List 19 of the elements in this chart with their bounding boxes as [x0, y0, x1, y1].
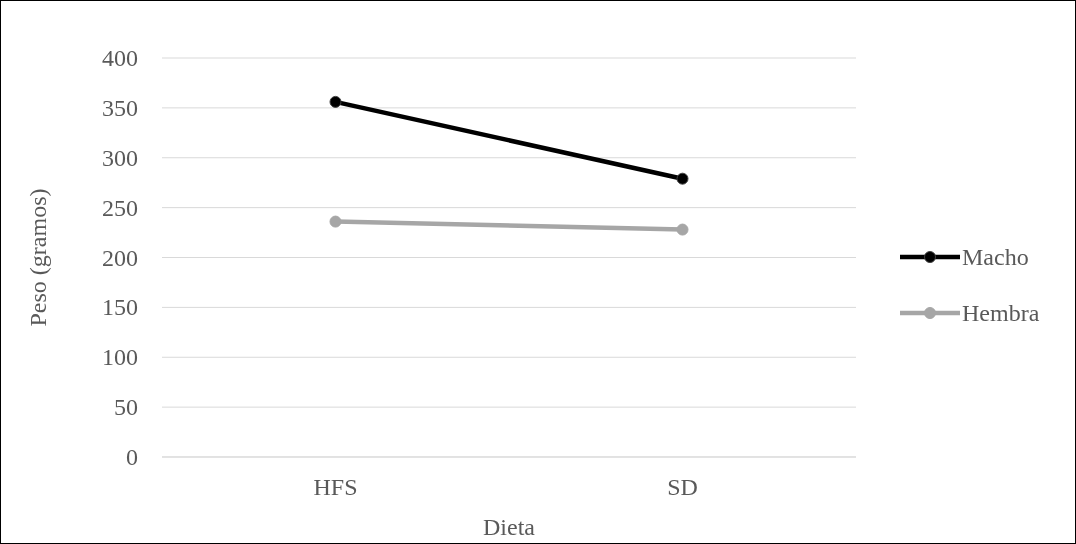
legend-label: Hembra	[962, 300, 1040, 326]
point	[676, 172, 689, 185]
y-tick-label: 200	[102, 244, 138, 271]
x-tick-label: HFS	[313, 474, 358, 500]
x-axis-title: Dieta	[483, 514, 536, 540]
y-tick-label: 250	[102, 194, 138, 221]
y-tick-label: 350	[102, 94, 138, 121]
point	[329, 215, 342, 228]
y-tick-label: 50	[114, 394, 138, 421]
y-tick-label: 400	[102, 45, 138, 71]
y-tick-label: 300	[102, 144, 138, 171]
y-tick-label: 100	[102, 344, 138, 371]
x-tick-label: SD	[667, 474, 698, 500]
y-tick-label: 0	[126, 444, 138, 470]
point	[329, 95, 342, 108]
y-tick-label: 150	[102, 294, 138, 321]
point	[676, 223, 689, 236]
legend-label: Macho	[962, 244, 1029, 270]
y-axis-title: Peso (gramos)	[25, 188, 51, 327]
